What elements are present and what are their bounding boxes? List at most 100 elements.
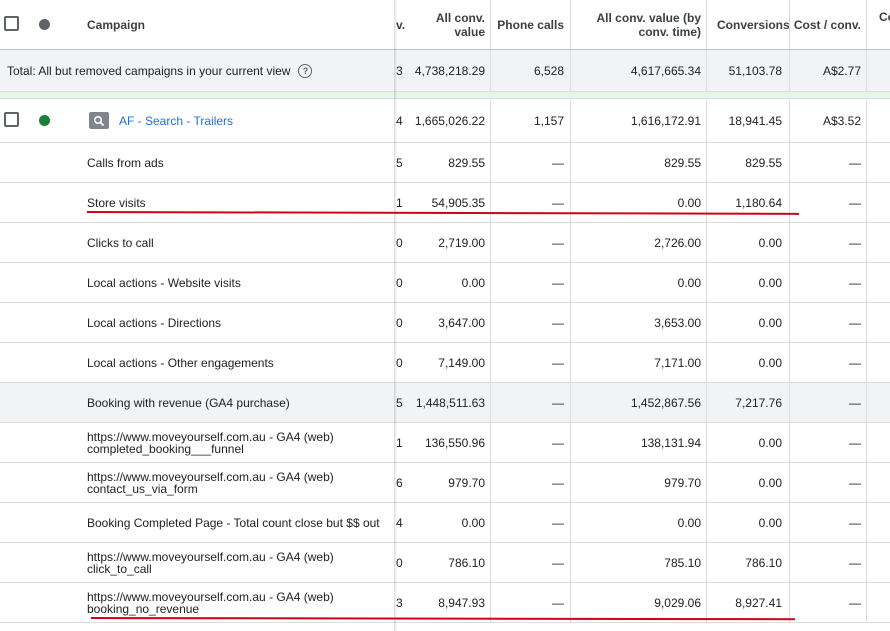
- total-label: Total: All but removed campaigns in your…: [7, 50, 392, 91]
- row-conversions: 7,217.76: [735, 395, 782, 410]
- row-all-conv-value-time: 2,726.00: [654, 235, 701, 250]
- row-all-conv-value-time: 979.70: [664, 475, 701, 490]
- total-all-conv-value: 4,738,218.29: [414, 63, 485, 78]
- campaign-all-conv-value-time: 1,616,172.91: [630, 113, 701, 128]
- row-cost-conv: —: [849, 475, 861, 490]
- row-phone-calls: —: [552, 235, 564, 250]
- row-all-conv-value: 1,448,511.63: [415, 395, 485, 410]
- row-phone-calls: —: [552, 475, 564, 490]
- row-conversions: 0.00: [758, 235, 782, 250]
- row-cost-conv: —: [849, 235, 861, 250]
- row-conversions: 0.00: [758, 275, 782, 290]
- row-conversions: 0.00: [758, 355, 782, 370]
- row-conversions: 786.10: [745, 555, 782, 570]
- header-conversions[interactable]: Conversions: [717, 17, 789, 32]
- row-all-conv-value-time: 138,131.94: [640, 435, 701, 450]
- header-cost-conv[interactable]: Cost / conv.: [793, 17, 861, 32]
- row-cost-conv: —: [849, 355, 861, 370]
- row-conversions: 0.00: [758, 315, 782, 330]
- row-phone-calls: —: [552, 155, 564, 170]
- header-truncated[interactable]: v.: [396, 17, 405, 32]
- campaign-cell: AF - Search - Trailers: [89, 99, 389, 142]
- total-cost-conv: A$2.77: [822, 63, 861, 78]
- row-all-conv-value: 8,947.93: [438, 595, 485, 610]
- search-icon: [89, 112, 109, 129]
- conversion-action-label: https://www.moveyourself.com.au - GA4 (w…: [87, 589, 334, 616]
- row-all-conv-value: 136,550.96: [424, 435, 485, 450]
- row-all-conv-value: 979.70: [448, 475, 485, 490]
- campaign-all-conv-value: 1,665,026.22: [414, 113, 485, 128]
- row-truncated: 4: [396, 515, 403, 530]
- row-truncated: 6: [396, 475, 403, 490]
- total-all-conv-value-time: 4,617,665.34: [630, 63, 701, 78]
- row-checkbox[interactable]: [4, 112, 19, 127]
- total-conversions: 51,103.78: [728, 63, 782, 78]
- header-campaign[interactable]: Campaign: [87, 17, 146, 32]
- conversion-action-label: Calls from ads: [87, 155, 164, 170]
- conversion-action-rows: Calls from ads 5 829.55 — 829.55 829.55 …: [0, 143, 890, 631]
- row-all-conv-value: 0.00: [461, 515, 485, 530]
- row-all-conv-value-time: 3,653.00: [654, 315, 701, 330]
- row-cost-conv: —: [849, 395, 861, 410]
- row-all-conv-value: 786.10: [448, 555, 485, 570]
- conversion-action-label: https://www.moveyourself.com.au - GA4 (w…: [87, 549, 334, 576]
- campaign-name-link[interactable]: AF - Search - Trailers: [119, 113, 234, 128]
- conversion-action-label: https://www.moveyourself.com.au - GA4 (w…: [87, 469, 334, 496]
- row-all-conv-value-time: 1,452,867.56: [630, 395, 701, 410]
- help-icon[interactable]: ?: [298, 63, 313, 78]
- table-header: Campaign v. All conv. value Phone calls …: [0, 0, 890, 50]
- row-all-conv-value: 0.00: [461, 275, 485, 290]
- table-row: Calls from ads 5 829.55 — 829.55 829.55 …: [0, 143, 890, 183]
- row-cost-conv: —: [849, 595, 861, 610]
- total-label-text: Total: All but removed campaigns in your…: [7, 63, 291, 78]
- table-row: Local actions - Other engagements 0 7,14…: [0, 343, 890, 383]
- header-truncated-last[interactable]: Co: [879, 10, 890, 24]
- table-row: Local actions - Directions 0 3,647.00 — …: [0, 303, 890, 343]
- row-truncated: 5: [396, 395, 403, 410]
- table-row: Store visits 1 54,905.35 — 0.00 1,180.64…: [0, 183, 890, 223]
- table-row: https://www.moveyourself.com.au - GA4 (w…: [0, 543, 890, 583]
- table-row: Booking Completed Page - Total count clo…: [0, 503, 890, 543]
- table-row: Local actions - Website visits 0 0.00 — …: [0, 263, 890, 303]
- select-all-checkbox[interactable]: [4, 16, 19, 31]
- row-conversions: 829.55: [745, 155, 782, 170]
- conversion-action-label: Booking Completed Page - Total count clo…: [87, 515, 380, 530]
- row-all-conv-value: 2,719.00: [438, 235, 485, 250]
- row-truncated: 5: [396, 155, 403, 170]
- row-conversions: 1,180.64: [735, 195, 782, 210]
- conversion-action-label: https://www.moveyourself.com.au - GA4 (w…: [87, 429, 334, 456]
- conversion-action-label: Local actions - Directions: [87, 315, 222, 330]
- row-cost-conv: —: [849, 315, 861, 330]
- table-row: Booking with revenue (GA4 purchase) 5 1,…: [0, 383, 890, 423]
- status-enabled-icon: [39, 115, 50, 126]
- header-all-conv-value[interactable]: All conv. value: [435, 10, 485, 39]
- row-cost-conv: —: [849, 275, 861, 290]
- row-phone-calls: —: [552, 395, 564, 410]
- section-divider: [0, 92, 890, 99]
- row-cost-conv: —: [849, 555, 861, 570]
- campaign-row[interactable]: AF - Search - Trailers 4 1,665,026.22 1,…: [0, 99, 890, 143]
- row-conversions: 0.00: [758, 475, 782, 490]
- row-truncated: 0: [396, 275, 403, 290]
- row-conversions: 0.00: [758, 435, 782, 450]
- header-phone-calls[interactable]: Phone calls: [497, 17, 564, 32]
- campaign-cost-conv: A$3.52: [822, 113, 861, 128]
- row-all-conv-value-time: 829.55: [664, 155, 701, 170]
- row-phone-calls: —: [552, 195, 564, 210]
- row-all-conv-value-time: 0.00: [677, 275, 701, 290]
- row-phone-calls: —: [552, 555, 564, 570]
- total-truncated: 3: [396, 63, 403, 78]
- row-phone-calls: —: [552, 355, 564, 370]
- row-all-conv-value: 829.55: [448, 155, 485, 170]
- table-row: https://www.moveyourself.com.au - GA4 (w…: [0, 583, 890, 623]
- row-conversions: 8,927.41: [735, 595, 782, 610]
- campaign-conversions: 18,941.45: [728, 113, 782, 128]
- row-all-conv-value: 7,149.00: [438, 355, 485, 370]
- row-cost-conv: —: [849, 195, 861, 210]
- row-all-conv-value: 54,905.35: [431, 195, 485, 210]
- row-phone-calls: —: [552, 315, 564, 330]
- row-all-conv-value-time: 9,029.06: [654, 595, 701, 610]
- header-all-conv-value-time[interactable]: All conv. value (by conv. time): [596, 10, 701, 39]
- row-phone-calls: —: [552, 515, 564, 530]
- row-phone-calls: —: [552, 435, 564, 450]
